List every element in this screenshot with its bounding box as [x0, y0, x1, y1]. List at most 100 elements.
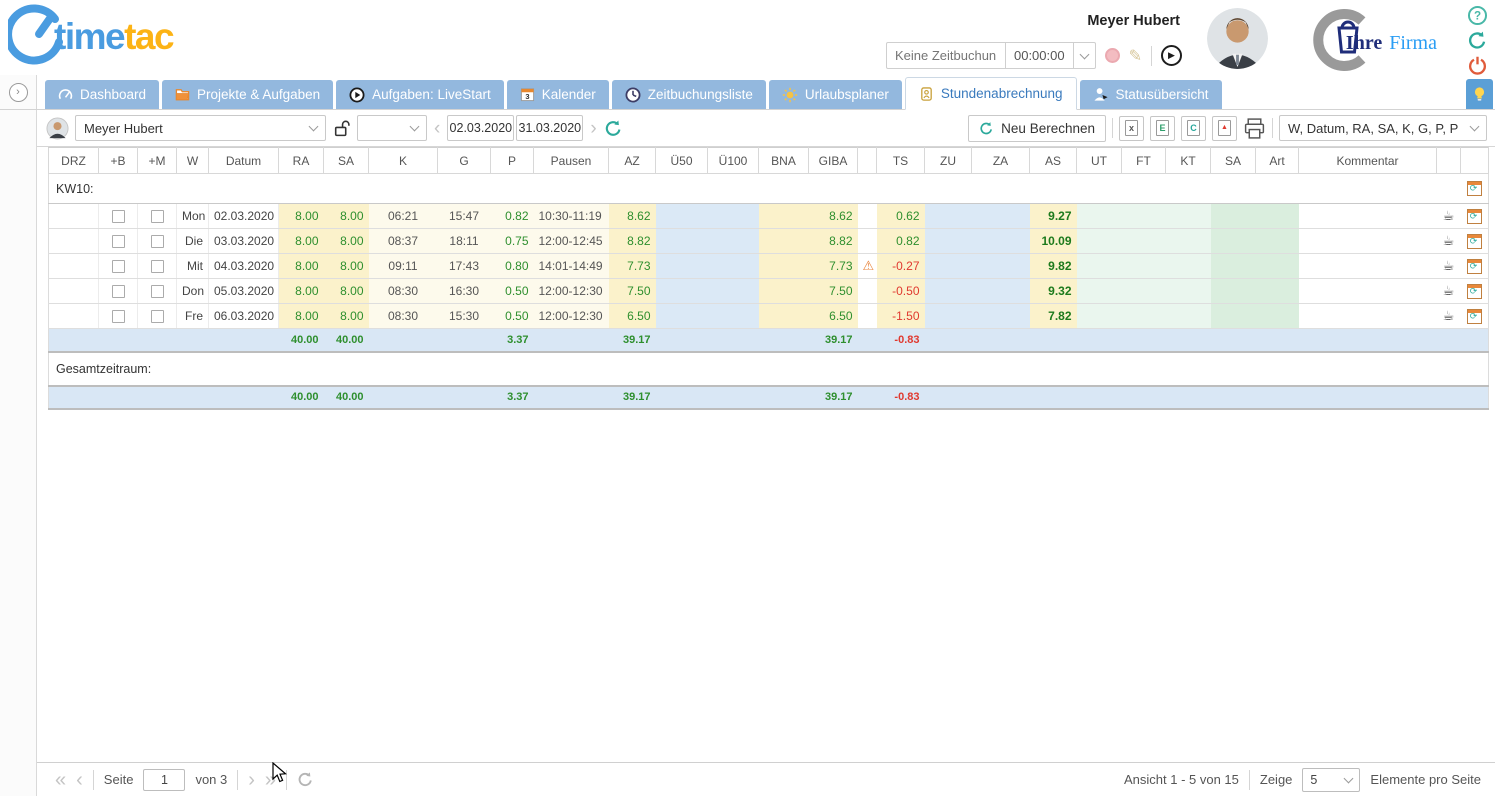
- user-select[interactable]: Meyer Hubert: [75, 115, 326, 141]
- company-logo-icon: [1313, 9, 1366, 71]
- csv-export-button[interactable]: C: [1181, 115, 1206, 141]
- table-row[interactable]: Don 05.03.2020 8.00 8.00 08:30 16:30 0.5…: [48, 278, 1489, 304]
- column-header[interactable]: Pausen: [533, 147, 609, 174]
- column-header[interactable]: ZA: [971, 147, 1030, 174]
- logout-power-icon[interactable]: [1467, 55, 1488, 76]
- day-report-icon[interactable]: [1466, 208, 1482, 224]
- column-header[interactable]: Ü50: [655, 147, 708, 174]
- date-to-input[interactable]: [516, 115, 584, 141]
- checkbox-m[interactable]: [150, 285, 164, 299]
- checkbox-m[interactable]: [150, 310, 164, 324]
- column-header[interactable]: P: [490, 147, 534, 174]
- tab-zeitbuchungsliste[interactable]: Zeitbuchungsliste: [611, 80, 766, 109]
- tab-kalender[interactable]: 3 Kalender: [506, 80, 609, 109]
- column-header[interactable]: DRZ: [48, 147, 99, 174]
- pause-icon[interactable]: ☕: [1442, 208, 1455, 224]
- current-user-name: Meyer Hubert: [1087, 13, 1180, 29]
- column-header[interactable]: TS: [876, 147, 925, 174]
- day-report-icon[interactable]: [1466, 233, 1482, 249]
- column-header[interactable]: GIBA: [808, 147, 858, 174]
- pause-icon[interactable]: ☕: [1442, 283, 1455, 299]
- prev-period-icon[interactable]: ‹: [434, 117, 441, 139]
- prev-page-icon[interactable]: ‹: [76, 768, 83, 791]
- column-header[interactable]: Datum: [208, 147, 279, 174]
- record-stop-icon[interactable]: [1104, 48, 1120, 63]
- column-header[interactable]: Art: [1255, 147, 1299, 174]
- tab-urlaubsplaner[interactable]: Urlaubsplaner: [768, 80, 902, 109]
- column-header[interactable]: RA: [278, 147, 324, 174]
- pdf-export-button[interactable]: ▲: [1212, 115, 1237, 141]
- cell-weekday: Mit: [176, 253, 209, 279]
- page-number-input[interactable]: [143, 768, 186, 791]
- tab-projekte-aufgaben[interactable]: Projekte & Aufgaben: [162, 80, 334, 109]
- checkbox-m[interactable]: [150, 260, 164, 274]
- period-select[interactable]: [357, 115, 427, 141]
- checkbox-m[interactable]: [150, 210, 164, 224]
- date-from-input[interactable]: [447, 115, 515, 141]
- column-header[interactable]: ZU: [924, 147, 972, 174]
- day-report-icon[interactable]: [1466, 283, 1482, 299]
- checkbox-b[interactable]: [111, 260, 125, 274]
- start-timer-button[interactable]: ▶: [1161, 45, 1182, 66]
- checkbox-b[interactable]: [111, 210, 125, 224]
- first-page-icon[interactable]: «: [55, 768, 67, 791]
- column-header[interactable]: AZ: [608, 147, 656, 174]
- checkbox-b[interactable]: [111, 235, 125, 249]
- recalculate-button[interactable]: Neu Berechnen: [968, 114, 1106, 142]
- checkbox-b[interactable]: [111, 285, 125, 299]
- tab-stundenabrechnung[interactable]: Stundenabrechnung: [904, 77, 1077, 110]
- e-export-button[interactable]: E: [1150, 115, 1175, 141]
- table-row[interactable]: Mon 02.03.2020 8.00 8.00 06:21 15:47 0.8…: [48, 203, 1489, 229]
- unlock-icon[interactable]: [332, 119, 351, 138]
- sum-giba: 39.17: [808, 385, 858, 410]
- reload-icon[interactable]: [1467, 30, 1488, 51]
- column-header[interactable]: +B: [98, 147, 138, 174]
- column-header[interactable]: BNA: [758, 147, 809, 174]
- checkbox-b[interactable]: [111, 310, 125, 324]
- print-icon[interactable]: [1243, 117, 1266, 140]
- page-size-select[interactable]: 5: [1302, 767, 1361, 792]
- week-report-icon[interactable]: [1466, 181, 1482, 197]
- table-row[interactable]: Fre 06.03.2020 8.00 8.00 08:30 15:30 0.5…: [48, 303, 1489, 329]
- expand-sidebar-icon[interactable]: ›: [8, 82, 28, 102]
- next-page-icon[interactable]: ›: [248, 768, 255, 791]
- timer-dropdown-button[interactable]: [1072, 43, 1095, 68]
- help-icon[interactable]: ?: [1467, 5, 1488, 26]
- tips-lightbulb-button[interactable]: [1466, 79, 1493, 109]
- edit-booking-icon[interactable]: ✎: [1128, 46, 1142, 65]
- column-header[interactable]: Ü100: [707, 147, 759, 174]
- next-period-icon[interactable]: ›: [590, 117, 597, 139]
- column-header[interactable]: K: [368, 147, 438, 174]
- column-header[interactable]: AS: [1029, 147, 1077, 174]
- pause-icon[interactable]: ☕: [1442, 258, 1455, 274]
- column-header[interactable]: +M: [137, 147, 177, 174]
- refresh-page-icon[interactable]: [297, 771, 314, 788]
- column-header[interactable]: SA: [323, 147, 369, 174]
- day-report-icon[interactable]: [1466, 308, 1482, 324]
- collapsed-sidebar[interactable]: [0, 110, 37, 796]
- last-page-icon[interactable]: »: [264, 768, 277, 791]
- column-header[interactable]: G: [437, 147, 491, 174]
- refresh-range-icon[interactable]: [604, 119, 623, 138]
- column-header[interactable]: FT: [1121, 147, 1166, 174]
- day-report-icon[interactable]: [1466, 258, 1482, 274]
- table-row[interactable]: Mit 04.03.2020 8.00 8.00 09:11 17:43 0.8…: [48, 253, 1489, 279]
- pause-icon[interactable]: ☕: [1442, 233, 1455, 249]
- table-row[interactable]: Die 03.03.2020 8.00 8.00 08:37 18:11 0.7…: [48, 228, 1489, 254]
- excel-export-button[interactable]: x: [1119, 115, 1144, 141]
- warning-icon[interactable]: ⚠: [862, 258, 875, 274]
- tab-statusuebersicht[interactable]: Statusübersicht: [1079, 80, 1222, 109]
- column-header[interactable]: UT: [1076, 147, 1122, 174]
- user-avatar[interactable]: [1207, 8, 1268, 69]
- tab-aufgaben-livestart[interactable]: Aufgaben: LiveStart: [336, 80, 504, 109]
- pause-icon[interactable]: ☕: [1442, 308, 1455, 324]
- column-header[interactable]: KT: [1165, 147, 1211, 174]
- column-header[interactable]: W: [176, 147, 209, 174]
- column-header[interactable]: SA: [1210, 147, 1256, 174]
- cell-k: 08:30: [368, 303, 438, 329]
- tab-dashboard[interactable]: Dashboard: [45, 80, 160, 109]
- checkbox-m[interactable]: [150, 235, 164, 249]
- columns-select[interactable]: W, Datum, RA, SA, K, G, P, P: [1279, 115, 1487, 141]
- timer-task-input[interactable]: [886, 43, 1005, 68]
- column-header[interactable]: Kommentar: [1298, 147, 1437, 174]
